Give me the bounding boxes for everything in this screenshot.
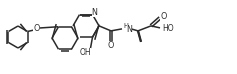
- Text: O: O: [33, 24, 40, 33]
- Text: HO: HO: [162, 24, 174, 33]
- Text: H: H: [123, 23, 128, 29]
- Text: O: O: [160, 12, 167, 21]
- Text: N: N: [127, 25, 132, 34]
- Text: OH: OH: [80, 48, 91, 57]
- Text: O: O: [108, 41, 114, 50]
- Text: N: N: [91, 8, 97, 17]
